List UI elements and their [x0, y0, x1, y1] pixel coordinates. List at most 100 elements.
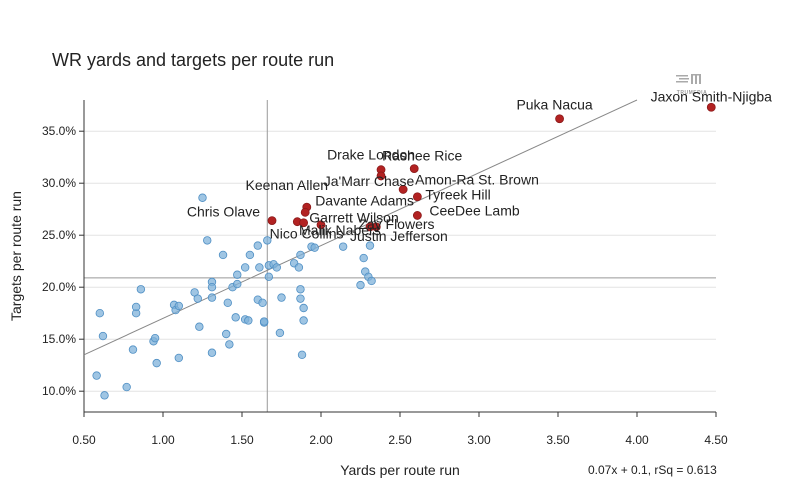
y-tick-label: 10.0% [42, 384, 76, 398]
data-point [131, 302, 141, 312]
data-point [207, 283, 217, 292]
highlight-point [300, 207, 310, 217]
data-point [297, 350, 307, 359]
data-point [244, 316, 253, 325]
x-tick-label: 4.50 [704, 433, 728, 447]
highlight-point [365, 222, 375, 232]
point-label: Ja'Marr Chase [324, 173, 415, 189]
highlight-point [267, 216, 277, 226]
data-point [272, 263, 281, 272]
x-tick-label: 3.00 [467, 433, 491, 447]
point-label: Puka Nacua [516, 97, 592, 113]
data-point [122, 382, 131, 392]
data-point [195, 322, 204, 331]
point-label: Keenan Allen [246, 177, 329, 193]
highlight-point [299, 218, 309, 228]
data-point [233, 270, 242, 279]
data-point [150, 333, 160, 343]
y-axis-label: Targets per route run [8, 191, 24, 321]
point-label: Rashee Rice [382, 148, 462, 164]
logo-mark-icon [676, 74, 701, 84]
data-point [299, 303, 308, 313]
point-labels: Jaxon Smith-Njigba Puka Nacua Drake London… [187, 88, 772, 244]
data-point [152, 358, 161, 368]
data-point [294, 263, 304, 272]
data-point [207, 348, 217, 357]
point-label: Tyreek Hill [425, 187, 490, 203]
regression-equation: 0.07x + 0.1, rSq = 0.613 [588, 463, 717, 477]
data-point [264, 272, 274, 281]
x-axis-label: Yards per route run [340, 462, 460, 478]
point-label: Drake London [327, 147, 415, 163]
logo-text: TRUMEDIA [676, 90, 708, 96]
highlight-point [376, 171, 386, 181]
gridlines [84, 130, 716, 392]
axes: 10.0% 15.0% 20.0% 25.0% 30.0% 35.0% 0.50 1.00 1.… [42, 100, 728, 447]
data-point [255, 263, 264, 272]
data-point [95, 309, 104, 318]
data-point [92, 371, 101, 380]
y-tick-label: 35.0% [42, 124, 76, 138]
point-label: CeeDee Lamb [429, 202, 519, 218]
trumedia-logo: TRUMEDIA [672, 72, 712, 96]
data-point [193, 294, 202, 303]
data-point [174, 353, 183, 363]
data-point [275, 328, 285, 338]
data-point [207, 293, 217, 302]
data-point [198, 193, 207, 202]
x-tick-label: 4.00 [625, 433, 649, 447]
data-point [296, 250, 305, 260]
point-label: Justin Jefferson [350, 228, 448, 244]
data-point [253, 241, 262, 250]
data-point [259, 317, 269, 326]
y-tick-label: 20.0% [42, 280, 76, 294]
other-players-points [92, 193, 376, 400]
data-point [128, 345, 138, 354]
data-point [233, 279, 242, 289]
reference-lines [84, 100, 716, 412]
x-tick-label: 1.50 [230, 433, 254, 447]
highlight-point [412, 192, 422, 202]
highlight-point [316, 220, 326, 230]
data-point [231, 313, 240, 322]
data-point [277, 293, 286, 302]
data-point [258, 298, 267, 307]
x-tick-label: 2.50 [388, 433, 412, 447]
highlight-point [555, 114, 564, 124]
highlighted-players-points [267, 102, 716, 232]
highlight-point [412, 211, 422, 220]
chart-title: WR yards and targets per route run [52, 50, 335, 70]
point-label: Garrett Wilson [309, 210, 398, 226]
data-point [296, 294, 305, 303]
data-point [98, 331, 108, 341]
data-point [225, 340, 234, 349]
point-label: Malik Nabers [299, 222, 381, 238]
highlight-point [706, 102, 716, 112]
point-label: Chris Olave [187, 204, 260, 220]
data-point [218, 250, 228, 260]
data-point [299, 316, 308, 325]
data-point [223, 298, 232, 307]
highlight-point [398, 185, 408, 194]
data-point [296, 285, 305, 294]
data-point [310, 243, 319, 252]
x-tick-label: 1.00 [151, 433, 175, 447]
data-point [203, 236, 212, 245]
x-tick-label: 2.00 [309, 433, 333, 447]
data-point [338, 242, 348, 251]
y-tick-label: 25.0% [42, 228, 76, 242]
data-point [174, 301, 183, 311]
point-label: Amon-Ra St. Brown [415, 171, 539, 187]
data-point [245, 250, 255, 260]
y-tick-label: 15.0% [42, 332, 76, 346]
highlight-point [409, 164, 419, 174]
point-label: Davante Adams [315, 192, 414, 208]
x-tick-label: 0.50 [72, 433, 96, 447]
data-point [365, 241, 375, 250]
y-tick-label: 30.0% [42, 176, 76, 190]
point-label: Zay Flowers [358, 216, 434, 232]
data-point [221, 329, 231, 339]
data-point [136, 285, 146, 294]
data-point [240, 263, 250, 272]
